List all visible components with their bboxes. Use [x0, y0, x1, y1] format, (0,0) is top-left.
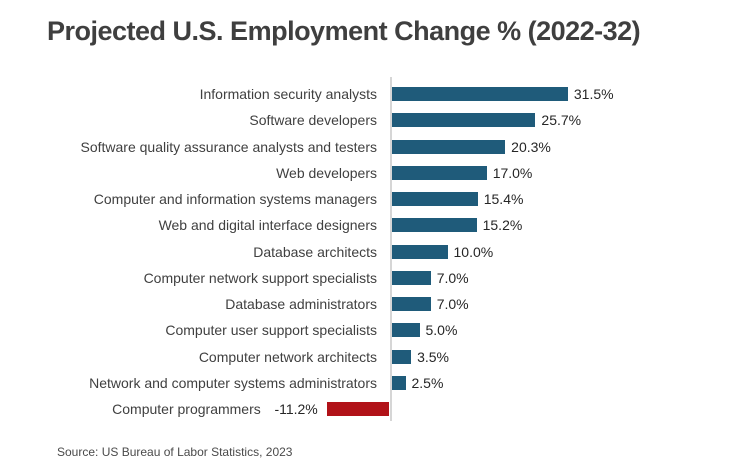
value-label: 15.2%	[482, 217, 523, 234]
category-label: Computer network architects	[198, 348, 377, 365]
category-label: Computer network support specialists	[143, 269, 377, 286]
value-label: 20.3%	[511, 138, 551, 155]
bar-positive	[391, 87, 568, 101]
value-label: 31.5%	[573, 86, 614, 102]
category-label: Software developers	[249, 112, 377, 129]
value-label: 15.4%	[483, 191, 524, 207]
value-label: 25.7%	[541, 112, 582, 129]
zero-axis-line	[390, 77, 392, 421]
bar-positive	[391, 323, 420, 338]
value-label: -11.2%	[274, 401, 318, 417]
bar-positive	[391, 297, 431, 311]
bar-positive	[391, 375, 406, 390]
value-label: 7.0%	[436, 296, 469, 312]
bar-positive	[391, 192, 478, 206]
category-label: Computer programmers	[112, 401, 261, 417]
bar-positive	[391, 139, 506, 154]
value-label: 10.0%	[453, 243, 494, 260]
bar-positive	[391, 218, 477, 233]
category-label: Information security analysts	[199, 86, 377, 102]
bar-positive	[391, 165, 487, 180]
source-note: Source: US Bureau of Labor Statistics, 2…	[57, 445, 293, 459]
category-label: Computer and information systems manager…	[93, 191, 377, 207]
value-label: 2.5%	[411, 374, 444, 391]
bar-positive	[391, 270, 431, 285]
bar-positive	[391, 113, 536, 128]
category-label: Software quality assurance analysts and …	[80, 138, 378, 155]
category-label: Computer user support specialists	[165, 322, 377, 339]
chart-title: Projected U.S. Employment Change % (2022…	[47, 16, 641, 46]
value-label: 5.0%	[425, 322, 458, 339]
category-label: Web and digital interface designers	[158, 217, 377, 234]
bar-negative	[326, 402, 390, 416]
bar-positive	[391, 244, 448, 259]
value-label: 7.0%	[436, 269, 469, 286]
value-label: 3.5%	[417, 348, 450, 365]
category-label: Web developers	[276, 164, 377, 181]
category-label: Network and computer systems administrat…	[89, 374, 377, 391]
bar-positive	[391, 349, 412, 364]
value-label: 17.0%	[492, 164, 533, 181]
category-label: Database architects	[253, 243, 377, 260]
category-label: Database administrators	[225, 296, 377, 312]
